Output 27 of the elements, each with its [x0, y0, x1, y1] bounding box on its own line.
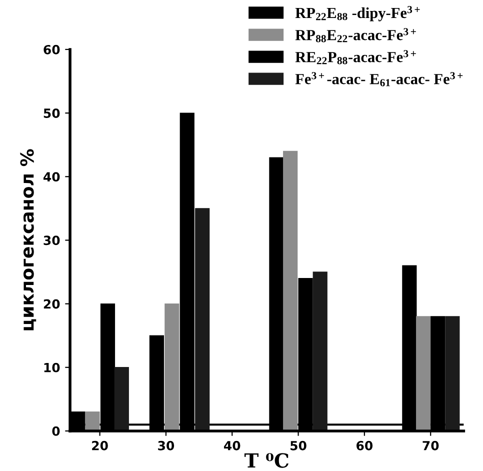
y-tick-label: 40 [43, 172, 60, 182]
bar [164, 303, 180, 431]
x-tick-label: 30 [158, 440, 174, 450]
y-tick-label: 10 [44, 362, 60, 372]
legend-label: RP$_{22}$E$_{88}$ -dipy-Fe$^{3+}$ [295, 6, 420, 22]
x-tick-label: 50 [290, 440, 306, 450]
y-tick-label: 50 [44, 108, 60, 118]
x-tick-label: 40 [224, 440, 240, 450]
x-axis-title: T ⁰C [244, 453, 288, 468]
bar [114, 367, 129, 431]
bar [195, 208, 210, 431]
y-tick-label: 20 [44, 299, 60, 309]
legend-label: Fe$^{3+}$-acac- E$_{61}$-acac- Fe$^{3+}$ [295, 72, 463, 86]
bar [283, 150, 298, 431]
legend-label: RE$_{22}$P$_{88}$-acac-Fe$^{3+}$ [295, 50, 416, 64]
bar [85, 412, 100, 431]
x-tick-label: 20 [92, 440, 108, 450]
y-axis-title: циклогексанол % [20, 149, 36, 330]
bar [416, 316, 431, 431]
y-tick-label: 0 [52, 426, 60, 436]
legend-label: RP$_{88}$E$_{22}$-acac-Fe$^{3+}$ [295, 28, 416, 42]
bar [445, 316, 460, 431]
bar [312, 272, 328, 431]
y-tick-label: 30 [44, 236, 60, 246]
x-tick-label: 60 [356, 440, 373, 450]
x-tick-label: 70 [422, 440, 439, 450]
y-tick-label: 60 [44, 44, 60, 54]
